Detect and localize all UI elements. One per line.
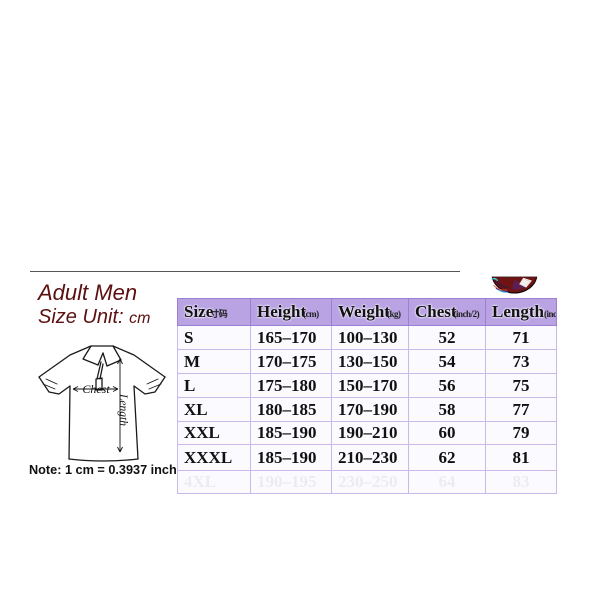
- svg-text:Length: Length: [117, 393, 129, 426]
- svg-text:Chest: Chest: [82, 382, 110, 396]
